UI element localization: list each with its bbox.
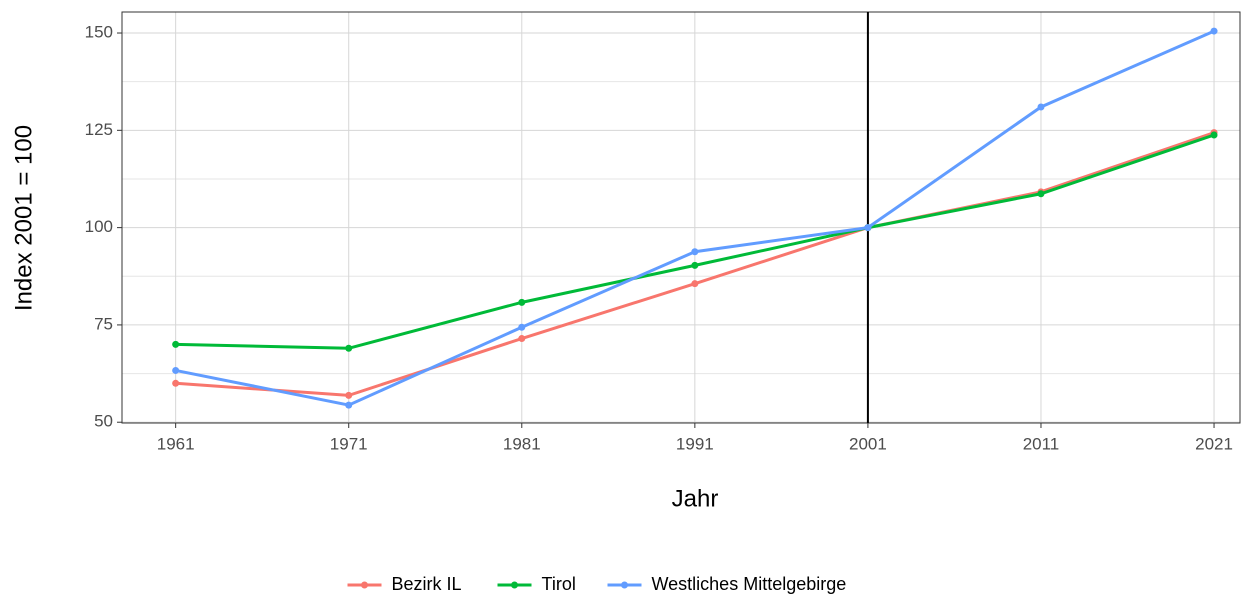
- point: [518, 335, 526, 343]
- x-tick-label: 1961: [157, 434, 195, 453]
- point: [691, 280, 699, 288]
- y-tick-label: 75: [94, 314, 113, 333]
- y-tick-label: 150: [85, 23, 113, 42]
- point: [1210, 131, 1218, 139]
- legend-key-point: [361, 581, 368, 589]
- point: [691, 248, 699, 256]
- x-tick-label: 2021: [1195, 434, 1233, 453]
- point: [1210, 27, 1218, 35]
- x-tick-label: 1981: [503, 434, 541, 453]
- legend-key-point: [621, 581, 628, 589]
- point: [172, 379, 180, 387]
- legend-label: Tirol: [542, 574, 576, 594]
- y-axis-title: Index 2001 = 100: [10, 125, 37, 311]
- x-axis-title: Jahr: [672, 485, 719, 512]
- legend-label: Bezirk IL: [392, 574, 462, 594]
- point: [345, 391, 353, 399]
- point: [864, 224, 872, 232]
- y-tick-label: 125: [85, 120, 113, 139]
- panel-border: [121, 11, 1241, 424]
- point: [691, 261, 699, 269]
- y-tick-label: 50: [94, 412, 113, 431]
- x-tick-label: 2001: [849, 434, 887, 453]
- point: [172, 366, 180, 374]
- point: [518, 298, 526, 306]
- x-tick-label: 2011: [1023, 434, 1060, 453]
- y-tick-label: 100: [85, 217, 113, 236]
- point: [345, 401, 353, 409]
- x-tick-label: 1971: [330, 434, 368, 453]
- point: [518, 323, 526, 331]
- x-tick-label: 1991: [676, 434, 714, 453]
- point: [345, 344, 353, 352]
- point: [172, 340, 180, 348]
- legend-key-point: [511, 581, 518, 589]
- point: [1037, 103, 1045, 111]
- point: [1037, 190, 1045, 198]
- legend-label: Westliches Mittelgebirge: [652, 574, 847, 594]
